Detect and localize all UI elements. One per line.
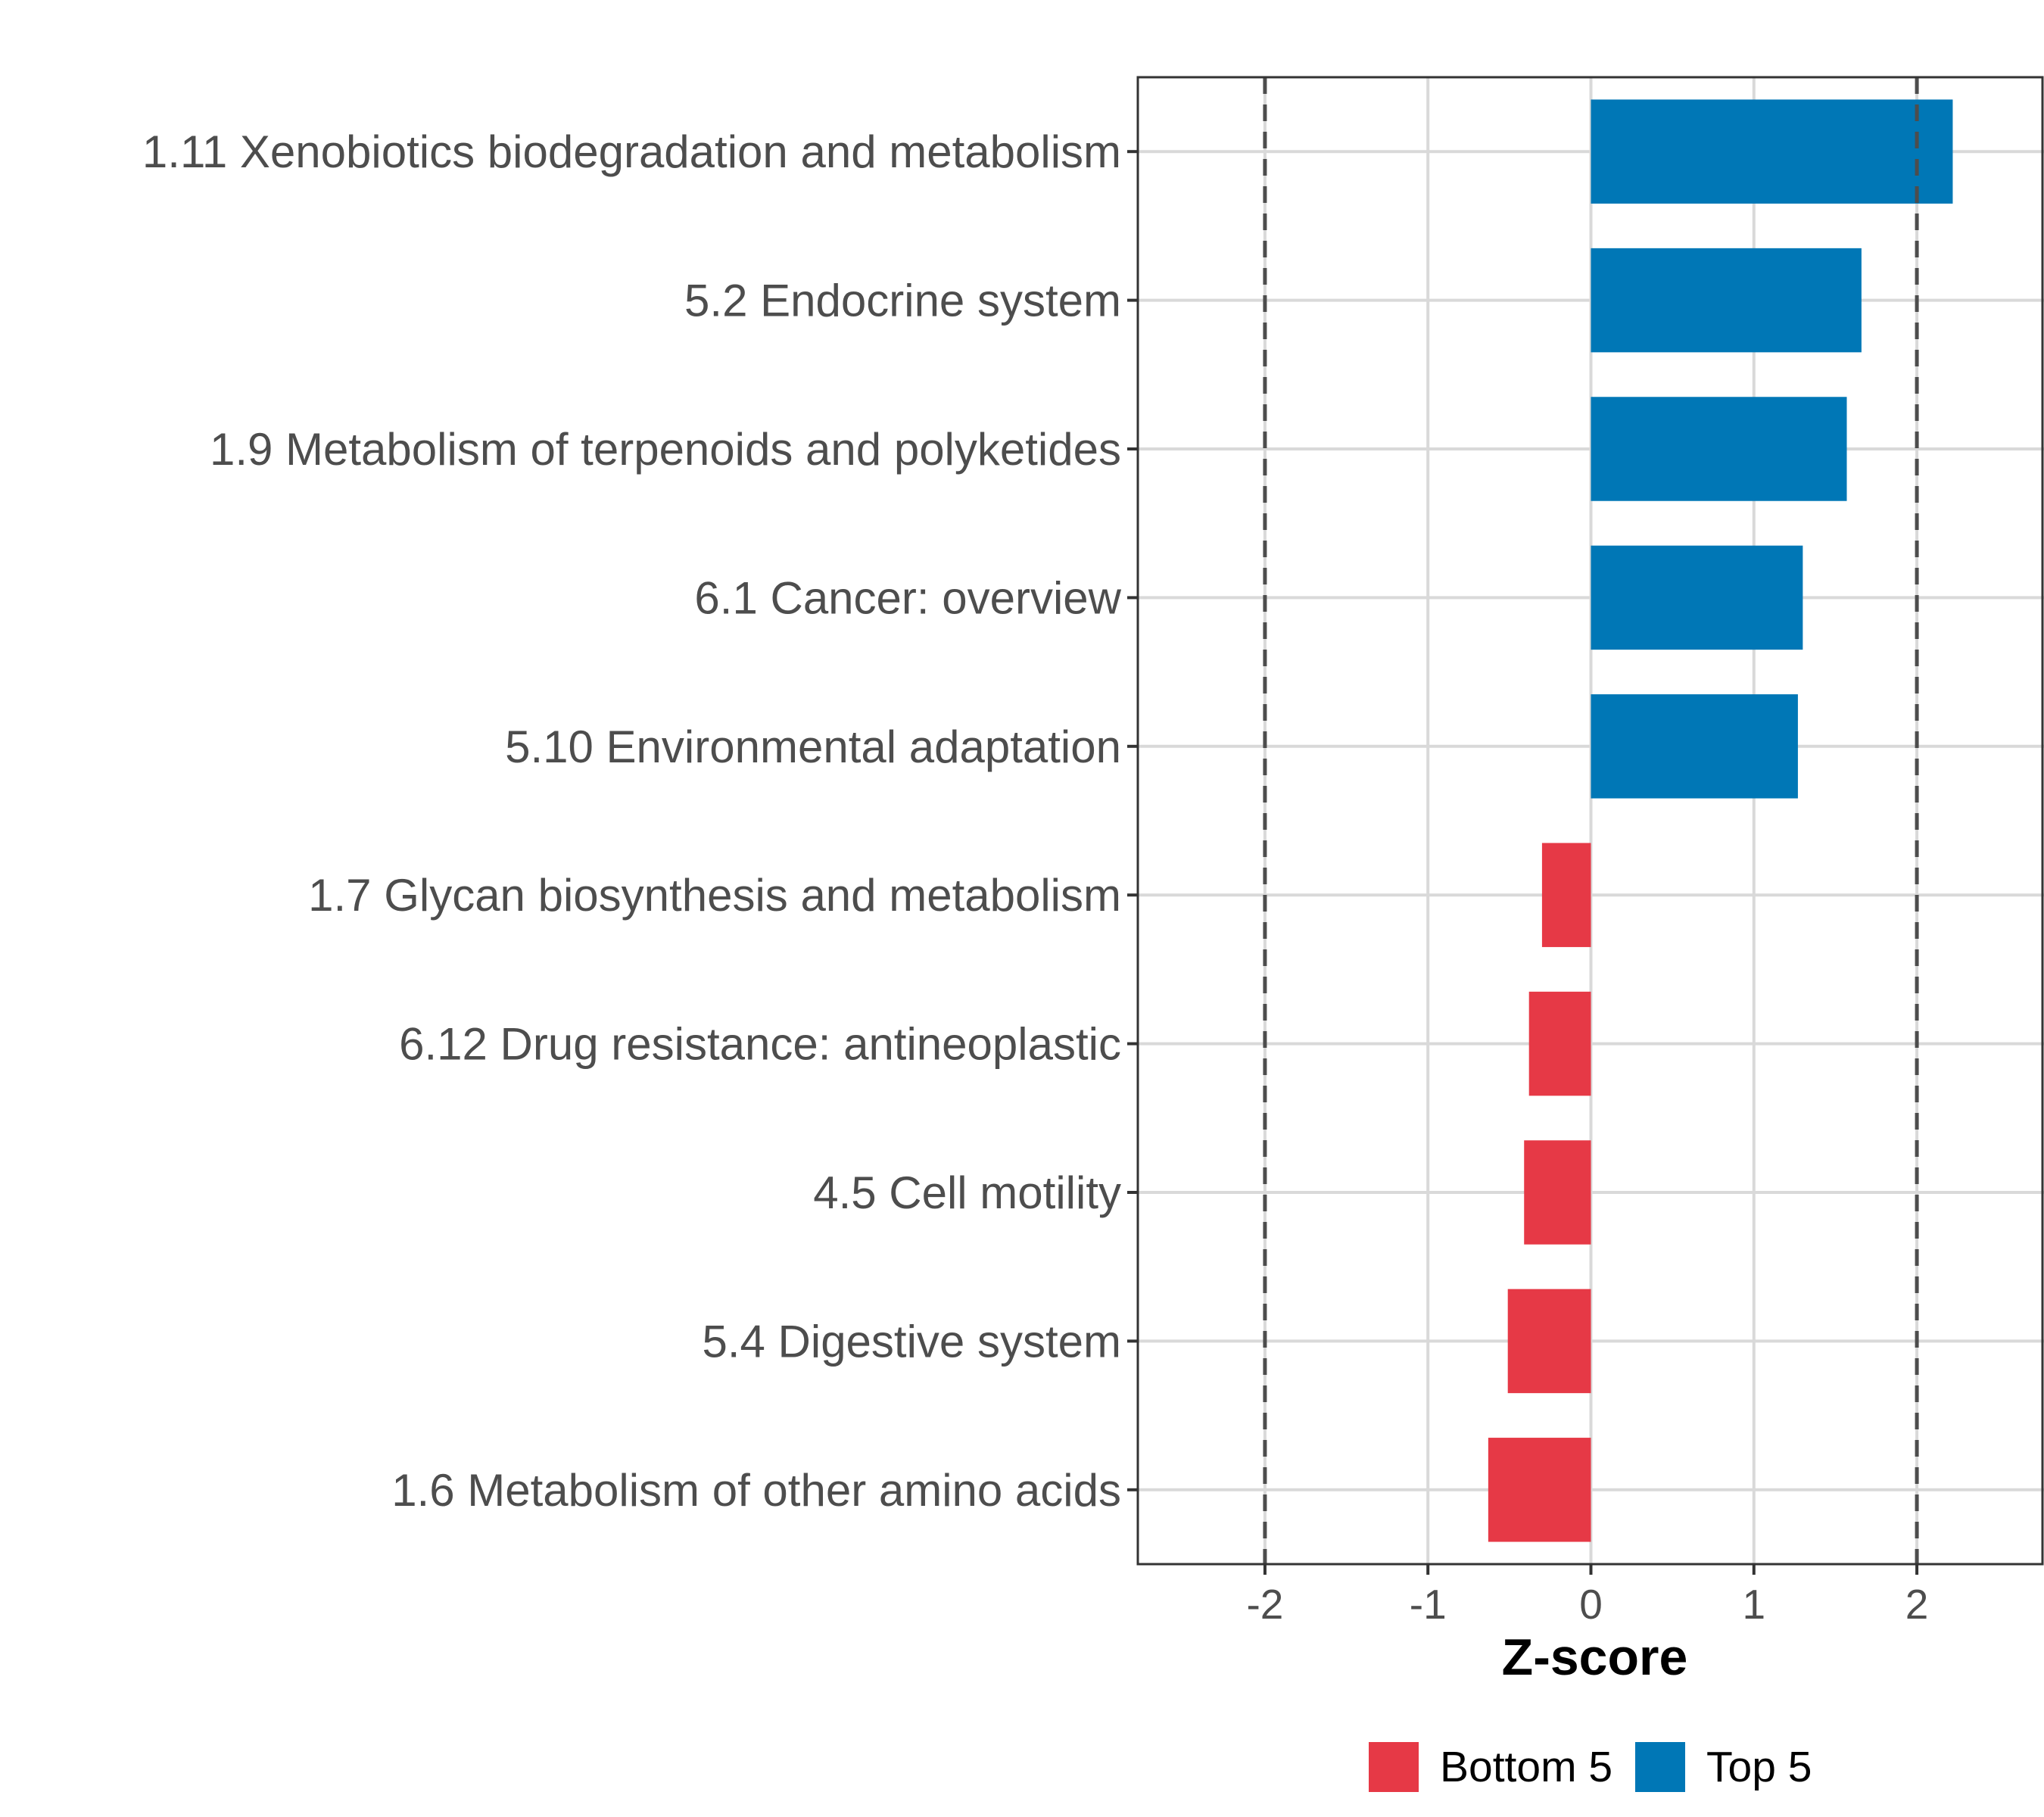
- bar-top: [1591, 99, 1953, 204]
- legend-swatch: [1635, 1742, 1685, 1792]
- legend-label: Bottom 5: [1440, 1743, 1612, 1791]
- x-axis-title: Z-score: [1502, 1628, 1688, 1686]
- bar-top: [1591, 694, 1798, 799]
- bar-top: [1591, 545, 1803, 650]
- bar-bottom: [1488, 1438, 1591, 1542]
- bars: [1488, 99, 1953, 1542]
- x-tick-label: -2: [1246, 1581, 1283, 1628]
- y-axis: 1.11 Xenobiotics biodegradation and meta…: [142, 126, 1138, 1516]
- legend-label: Top 5: [1706, 1743, 1812, 1791]
- x-tick-label: 2: [1905, 1581, 1929, 1628]
- bar-bottom: [1528, 991, 1591, 1096]
- x-tick-label: 0: [1579, 1581, 1603, 1628]
- x-tick-label: 1: [1742, 1581, 1765, 1628]
- legend: Bottom 5 Top 5: [1369, 1742, 1812, 1792]
- category-label: 5.2 Endocrine system: [684, 276, 1121, 326]
- category-label: 1.7 Glycan biosynthesis and metabolism: [308, 870, 1121, 921]
- category-label: 5.4 Digestive system: [702, 1316, 1121, 1367]
- category-label: 6.1 Cancer: overview: [694, 572, 1121, 623]
- category-label: 1.11 Xenobiotics biodegradation and meta…: [142, 126, 1121, 177]
- x-tick-label: -1: [1410, 1581, 1447, 1628]
- bar-bottom: [1524, 1140, 1591, 1245]
- bar-top: [1591, 397, 1847, 501]
- category-label: 4.5 Cell motility: [813, 1167, 1121, 1218]
- category-label: 1.9 Metabolism of terpenoids and polyket…: [210, 424, 1121, 475]
- legend-swatch: [1369, 1742, 1419, 1792]
- category-label: 1.6 Metabolism of other amino acids: [391, 1465, 1121, 1516]
- x-axis: -2 -1 0 1 2: [1246, 1564, 1928, 1628]
- category-label: 6.12 Drug resistance: antineoplastic: [399, 1019, 1121, 1070]
- bar-bottom: [1507, 1289, 1591, 1394]
- bar-top: [1591, 248, 1862, 353]
- category-label: 5.10 Environmental adaptation: [505, 722, 1121, 772]
- bar-bottom: [1541, 843, 1591, 947]
- reference-lines: [1263, 77, 1919, 1564]
